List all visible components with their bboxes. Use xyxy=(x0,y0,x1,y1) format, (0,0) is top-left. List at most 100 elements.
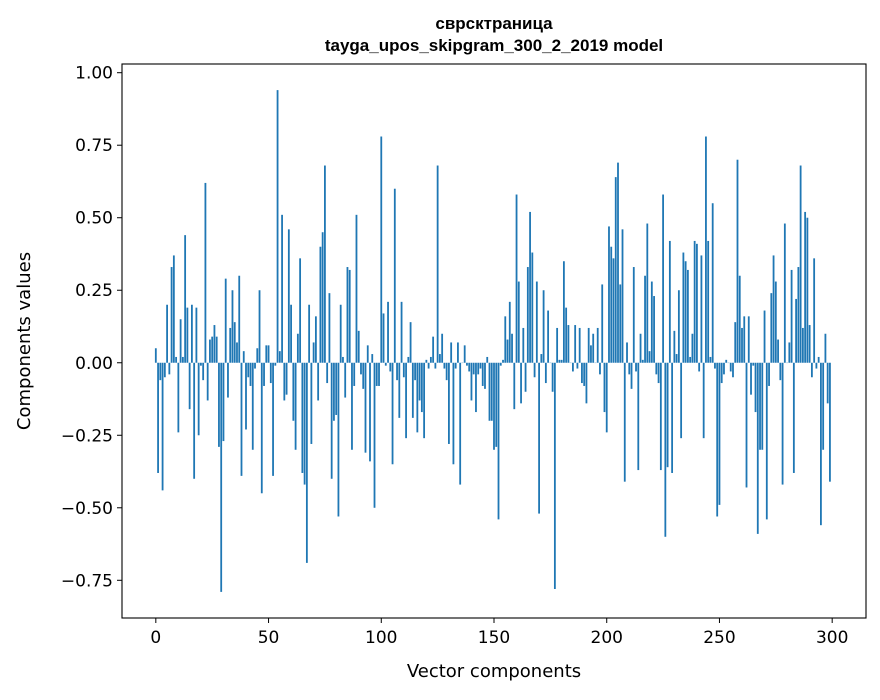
bar-171 xyxy=(540,354,542,363)
bar-236 xyxy=(687,270,689,363)
bar-122 xyxy=(430,357,432,363)
bar-274 xyxy=(773,255,775,362)
bar-23 xyxy=(207,363,209,401)
bar-173 xyxy=(545,363,547,383)
bar-181 xyxy=(563,261,565,363)
bar-253 xyxy=(725,360,727,363)
bar-102 xyxy=(385,363,387,366)
bar-32 xyxy=(227,363,229,398)
bar-8 xyxy=(173,255,175,362)
bar-159 xyxy=(513,363,515,409)
bar-177 xyxy=(554,363,556,589)
bar-27 xyxy=(216,337,218,363)
bar-226 xyxy=(664,363,666,537)
bar-104 xyxy=(389,363,391,372)
bar-176 xyxy=(552,363,554,392)
bar-89 xyxy=(356,215,358,363)
bar-252 xyxy=(723,363,725,375)
y-tick-label: −0.75 xyxy=(61,571,113,591)
bar-0 xyxy=(155,348,157,363)
bar-37 xyxy=(238,276,240,363)
bar-62 xyxy=(295,363,297,450)
bar-85 xyxy=(347,267,349,363)
bar-25 xyxy=(211,337,213,363)
bar-239 xyxy=(694,241,696,363)
bar-219 xyxy=(649,351,651,363)
bar-82 xyxy=(340,305,342,363)
bar-269 xyxy=(761,363,763,450)
bar-67 xyxy=(306,363,308,563)
bar-217 xyxy=(644,276,646,363)
bar-180 xyxy=(561,360,563,363)
bar-157 xyxy=(509,302,511,363)
bar-213 xyxy=(635,363,637,372)
bar-20 xyxy=(200,363,202,366)
bar-3 xyxy=(162,363,164,491)
bar-134 xyxy=(457,342,459,362)
bar-98 xyxy=(376,363,378,386)
bar-200 xyxy=(606,363,608,433)
x-tick-label: 300 xyxy=(816,628,848,648)
bar-292 xyxy=(813,258,815,362)
bar-164 xyxy=(525,363,527,392)
bar-249 xyxy=(716,363,718,517)
bar-241 xyxy=(698,363,700,372)
bar-144 xyxy=(480,363,482,369)
bar-60 xyxy=(290,305,292,363)
bar-12 xyxy=(182,357,184,363)
bar-229 xyxy=(671,363,673,473)
bar-117 xyxy=(419,363,421,401)
bar-231 xyxy=(676,354,678,363)
bar-227 xyxy=(667,363,669,467)
bar-296 xyxy=(822,363,824,450)
bar-59 xyxy=(288,229,290,362)
bar-152 xyxy=(498,363,500,520)
bar-99 xyxy=(378,363,380,386)
bar-191 xyxy=(586,363,588,404)
bar-208 xyxy=(624,363,626,482)
bar-293 xyxy=(815,363,817,369)
bar-278 xyxy=(782,363,784,485)
bar-90 xyxy=(358,331,360,363)
bar-35 xyxy=(234,322,236,363)
bar-84 xyxy=(344,363,346,398)
bar-73 xyxy=(319,247,321,363)
bar-107 xyxy=(396,363,398,380)
bar-78 xyxy=(331,363,333,479)
bar-116 xyxy=(416,363,418,433)
bar-50 xyxy=(268,345,270,362)
y-tick-label: 0.00 xyxy=(75,354,113,374)
bar-244 xyxy=(705,137,707,363)
bar-88 xyxy=(353,363,355,386)
bar-263 xyxy=(748,316,750,362)
bar-215 xyxy=(640,334,642,363)
bar-129 xyxy=(446,363,448,380)
bar-46 xyxy=(259,290,261,363)
bar-169 xyxy=(536,282,538,363)
bar-237 xyxy=(689,357,691,363)
bar-28 xyxy=(218,363,220,447)
bar-31 xyxy=(225,279,227,363)
bar-223 xyxy=(658,363,660,383)
chart-title-line2: tayga_upos_skipgram_300_2_2019 model xyxy=(325,36,663,55)
bar-94 xyxy=(367,345,369,362)
bar-202 xyxy=(610,247,612,363)
bar-286 xyxy=(800,166,802,363)
bar-199 xyxy=(604,363,606,412)
chart-title-line1: сврсктраница xyxy=(435,14,553,33)
bar-192 xyxy=(588,328,590,363)
bar-132 xyxy=(453,363,455,465)
bar-87 xyxy=(351,363,353,450)
bar-257 xyxy=(734,322,736,363)
bar-297 xyxy=(825,334,827,363)
bar-261 xyxy=(743,316,745,362)
bar-106 xyxy=(394,189,396,363)
y-tick-label: −0.25 xyxy=(61,426,113,446)
bar-201 xyxy=(608,226,610,362)
bar-79 xyxy=(333,363,335,421)
bar-120 xyxy=(425,360,427,363)
bar-13 xyxy=(184,235,186,363)
x-tick-label: 250 xyxy=(703,628,735,648)
bar-125 xyxy=(437,166,439,363)
